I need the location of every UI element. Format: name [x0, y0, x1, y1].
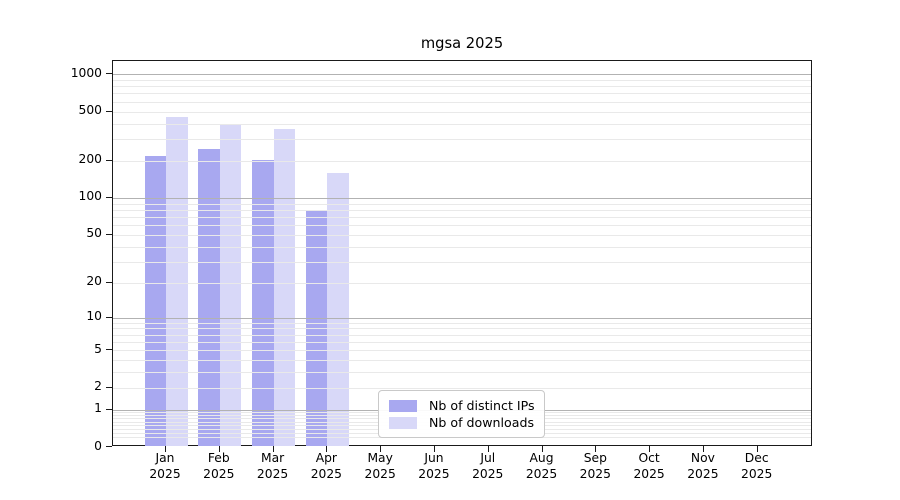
y-tick-label: 1000 [70, 65, 102, 80]
x-tick-label-apr: Apr 2025 [310, 451, 342, 481]
x-tick-mark [595, 446, 597, 452]
bar-jan-distinct-ips [144, 155, 166, 446]
x-tick-label-aug: Aug 2025 [525, 451, 558, 481]
bar-apr-distinct-ips [305, 211, 328, 446]
bar-apr-downloads [327, 173, 349, 446]
y-tick-label: 0 [94, 438, 102, 453]
legend-swatch-distinct-ips [389, 399, 417, 412]
x-tick-mark [649, 446, 651, 452]
x-tick-label-dec: Dec 2025 [741, 451, 773, 481]
y-tick-mark [106, 386, 112, 388]
x-tick-mark [272, 446, 274, 452]
x-tick-label-jan: Jan 2025 [149, 451, 181, 481]
legend-item-downloads: Nb of downloads [389, 414, 534, 431]
x-tick-label-nov: Nov 2025 [687, 451, 719, 481]
bar-mar-downloads [273, 129, 296, 446]
y-tick-mark [106, 196, 112, 198]
x-tick-label-jul: Jul 2025 [472, 451, 504, 481]
legend: Nb of distinct IPs Nb of downloads [378, 390, 545, 438]
legend-swatch-downloads [389, 416, 417, 429]
x-tick-label-may: May 2025 [364, 451, 396, 481]
x-tick-mark [326, 446, 328, 452]
y-tick-label: 200 [78, 152, 102, 167]
chart-title: mgsa 2025 [420, 35, 504, 52]
y-tick-label: 2 [94, 379, 102, 394]
y-tick-mark [106, 408, 112, 410]
bar-feb-downloads [219, 123, 242, 446]
bar-feb-distinct-ips [198, 148, 220, 446]
y-tick-mark [106, 349, 112, 351]
x-tick-label-feb: Feb 2025 [203, 451, 235, 481]
x-tick-mark [756, 446, 758, 452]
bar-jan-downloads [166, 117, 188, 446]
y-tick-mark [106, 446, 112, 447]
y-tick-mark [106, 316, 112, 318]
y-tick-label: 1 [94, 401, 102, 416]
y-tick-label: 10 [86, 309, 102, 324]
y-tick-label: 500 [78, 103, 102, 118]
legend-item-distinct-ips: Nb of distinct IPs [389, 397, 535, 414]
y-tick-label: 20 [86, 274, 102, 289]
plot-area [112, 60, 812, 446]
bar-mar-distinct-ips [252, 159, 274, 446]
legend-label: Nb of distinct IPs [429, 398, 535, 413]
y-tick-mark [106, 110, 112, 112]
x-tick-label-oct: Oct 2025 [633, 451, 665, 481]
y-tick-label: 50 [86, 226, 102, 241]
x-tick-label-sep: Sep 2025 [579, 451, 611, 481]
y-tick-mark [106, 159, 112, 161]
bars-layer [113, 61, 811, 446]
y-tick-mark [106, 281, 112, 283]
x-tick-mark [541, 446, 543, 452]
y-tick-label: 100 [78, 189, 102, 204]
x-tick-label-jun: Jun 2025 [418, 451, 450, 481]
x-tick-mark [380, 446, 382, 452]
legend-label: Nb of downloads [429, 415, 535, 430]
x-tick-mark [165, 446, 166, 452]
y-tick-mark [106, 73, 112, 75]
x-tick-mark [702, 446, 704, 452]
x-tick-label-mar: Mar 2025 [256, 451, 289, 481]
y-tick-mark [106, 233, 112, 235]
x-tick-mark [218, 446, 220, 452]
x-tick-mark [487, 446, 489, 452]
y-tick-label: 5 [94, 341, 102, 356]
x-tick-mark [433, 446, 435, 452]
